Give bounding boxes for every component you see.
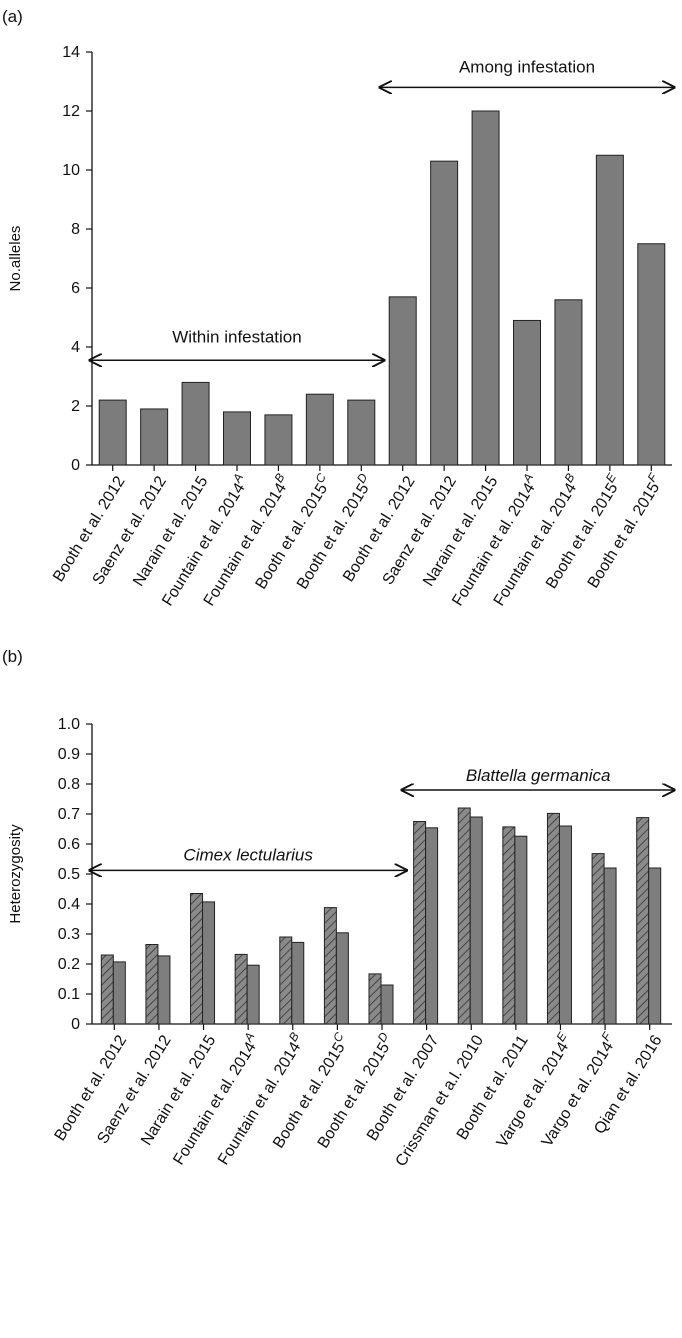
bar-series-2	[380, 984, 394, 1025]
bar	[554, 299, 583, 466]
bar-series-1	[100, 954, 114, 1025]
y-tick-label: 6	[71, 280, 80, 297]
bar	[471, 110, 500, 466]
bar-series-1	[279, 936, 293, 1025]
bar-series-2	[603, 867, 617, 1025]
bar	[513, 319, 541, 466]
y-tick-label: 0.7	[58, 806, 80, 823]
y-tick-label: 0.3	[58, 926, 80, 943]
bar-series-1	[457, 807, 471, 1025]
bar-series-2	[157, 955, 171, 1025]
bar-series-2	[514, 835, 528, 1025]
bar	[388, 296, 417, 466]
bar	[347, 399, 376, 466]
x-category-label: Booth et al. 2012	[50, 474, 129, 586]
x-category-label: Saenz et al. 2012	[380, 474, 460, 589]
bar-series-1	[546, 812, 560, 1025]
y-tick-label: 0.4	[58, 896, 80, 913]
bar	[305, 393, 334, 466]
bar-series-1	[591, 853, 605, 1025]
bar-series-2	[469, 816, 483, 1025]
bar-series-2	[202, 901, 216, 1025]
bar-series-2	[291, 941, 305, 1025]
bar	[223, 411, 251, 466]
bar-series-2	[112, 961, 126, 1025]
chart-panel-a: (a) No.alleles 0 2 4 6 8 10 12 14 Booth et al. 201…	[2, 7, 674, 609]
bar-series-2	[558, 825, 572, 1025]
bar-series-1	[145, 944, 159, 1025]
annotation-label: Within infestation	[172, 328, 301, 347]
y-tick-label: 0.1	[58, 986, 80, 1003]
bar	[181, 381, 210, 466]
bar-series-1	[413, 821, 427, 1025]
bar	[264, 414, 293, 466]
bar	[140, 408, 169, 466]
y-tick-label: 10	[62, 162, 80, 179]
x-category-label: Narain et al. 2015	[130, 474, 211, 590]
bar-series-1	[190, 893, 204, 1025]
y-tick-label: 0	[71, 457, 80, 474]
y-axis-title: Heterozygosity	[7, 824, 24, 924]
bar-series-2	[246, 964, 260, 1025]
y-tick-label: 0.5	[58, 866, 80, 883]
y-tick-label: 1.0	[58, 716, 80, 733]
bar-series-1	[636, 817, 650, 1025]
y-tick-label: 0.9	[58, 746, 80, 763]
panel-label: (a)	[2, 7, 23, 26]
x-category-label: Saenz et al. 2012	[90, 474, 170, 589]
annotation-label: Blattella germanica	[466, 766, 611, 785]
y-tick-label: 8	[71, 221, 80, 238]
bar-series-1	[502, 826, 516, 1025]
x-category-label: Crissman et a.l. 2010	[393, 1033, 488, 1170]
y-axis-title: No.alleles	[7, 226, 24, 292]
x-category-label: Narain et al. 2015	[420, 474, 501, 590]
bar	[595, 154, 624, 466]
annotation-label: Cimex lectularius	[183, 846, 313, 865]
y-tick-label: 14	[62, 44, 80, 61]
bar	[98, 399, 127, 466]
y-tick-label: 0	[71, 1016, 80, 1033]
bar-series-2	[335, 932, 349, 1025]
bar-series-2	[425, 827, 439, 1025]
chart-panel-b: (b) Heterozygosity 0 0.1 0.2 0.3 0.4 0.5 0.6 0.7 0…	[2, 647, 674, 1170]
bar-series-1	[323, 907, 337, 1025]
panel-label: (b)	[2, 647, 23, 666]
y-tick-label: 0.8	[58, 776, 80, 793]
y-tick-label: 2	[71, 398, 80, 415]
y-tick-label: 0.6	[58, 836, 80, 853]
bar-series-1	[234, 953, 248, 1025]
y-tick-label: 0.2	[58, 956, 80, 973]
y-tick-label: 12	[62, 103, 80, 120]
y-tick-label: 4	[71, 339, 80, 356]
bar	[637, 243, 666, 466]
annotation-label: Among infestation	[459, 58, 595, 77]
bar-series-1	[368, 973, 382, 1025]
bar-series-2	[648, 867, 662, 1025]
bar	[430, 160, 459, 466]
